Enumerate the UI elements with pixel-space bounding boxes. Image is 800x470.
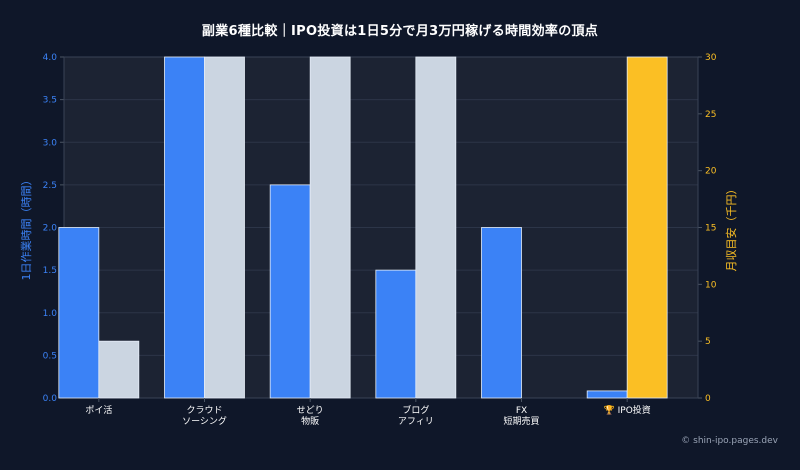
- right-tick-label: 5: [705, 337, 711, 347]
- bar-work-hours: [164, 56, 205, 399]
- category-label: 🏆 IPO投資: [604, 404, 651, 416]
- bar-work-hours: [481, 227, 522, 399]
- chart-title: 副業6種比較｜IPO投資は1日5分で月3万円稼げる時間効率の頂点: [201, 24, 599, 39]
- left-tick-label: 3.0: [43, 138, 58, 148]
- category-label: アフィリ: [398, 417, 434, 427]
- bar-work-hours: [375, 269, 417, 399]
- left-tick-label: 0.0: [43, 394, 58, 404]
- bar-work-hours: [586, 390, 628, 399]
- bar-monthly-income: [98, 340, 140, 399]
- category-label: ポイ活: [85, 404, 112, 416]
- right-tick-label: 15: [705, 224, 716, 234]
- category-label: クラウド: [186, 405, 222, 416]
- watermark-text: © shin-ipo.pages.dev: [681, 436, 778, 446]
- bar-monthly-income: [309, 56, 351, 399]
- left-tick-label: 2.0: [43, 224, 58, 234]
- bar-monthly-income: [415, 56, 457, 399]
- right-tick-label: 20: [705, 167, 717, 177]
- bar-monthly-income: [204, 56, 245, 399]
- left-tick-label: 1.0: [43, 309, 58, 319]
- category-label: 短期売買: [503, 415, 539, 427]
- left-tick-label: 4.0: [43, 53, 58, 63]
- right-axis-title: 月収目安（千円）: [724, 184, 738, 272]
- left-tick-label: 0.5: [43, 351, 57, 361]
- category-label: FX: [516, 406, 527, 416]
- left-tick-label: 3.5: [43, 96, 57, 106]
- left-axis-title: 1日作業時間（時間）: [20, 175, 33, 281]
- right-tick-label: 0: [705, 394, 711, 404]
- right-tick-label: 25: [705, 110, 716, 120]
- category-label: せどり: [297, 405, 324, 416]
- left-tick-label: 1.5: [43, 266, 57, 276]
- right-tick-label: 10: [705, 280, 717, 290]
- bar-monthly-income: [626, 56, 668, 399]
- bar-work-hours: [269, 184, 311, 399]
- bar-work-hours: [58, 227, 100, 399]
- left-tick-label: 2.5: [43, 181, 57, 191]
- category-label: 物販: [301, 415, 319, 427]
- right-tick-label: 30: [705, 53, 717, 63]
- category-label: ブログ: [402, 404, 429, 416]
- category-label: ソーシング: [182, 415, 227, 427]
